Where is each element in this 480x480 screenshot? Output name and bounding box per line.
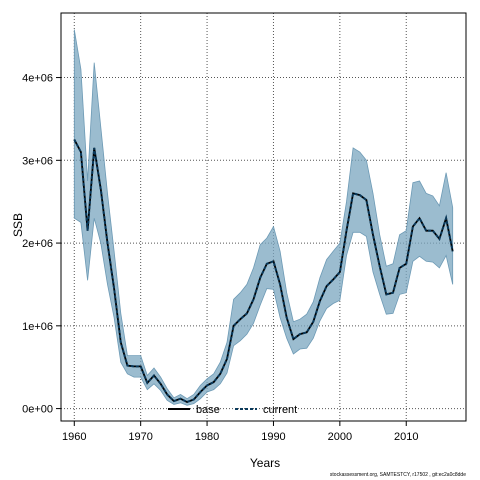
legend: base current (168, 404, 297, 416)
x-tick-label: 2000 (328, 431, 352, 443)
x-tick-label: 1960 (62, 431, 86, 443)
y-tick-label: 1e+06 (22, 321, 53, 333)
y-tick-label: 0e+00 (22, 404, 53, 416)
x-tick-label: 1980 (195, 431, 219, 443)
footnote: stockassessment.org, SAMTESTCY, r17502 ,… (330, 472, 466, 478)
x-axis-title: Years (250, 456, 280, 470)
plot-frame (60, 12, 467, 422)
y-tick-label: 2e+06 (22, 238, 53, 250)
y-tick-label: 3e+06 (22, 155, 53, 167)
series-line-current (73, 139, 454, 404)
confidence-band (73, 29, 454, 406)
x-tick-label: 2010 (394, 431, 418, 443)
legend-label-base: base (196, 404, 220, 416)
y-axis: 0e+00 1e+06 2e+06 3e+06 4e+06 (22, 73, 61, 416)
x-tick-label: 1970 (128, 431, 152, 443)
grid (61, 13, 466, 421)
legend-label-current: current (263, 404, 297, 416)
y-axis-title: SSB (11, 213, 25, 237)
y-tick-label: 4e+06 (22, 73, 53, 85)
x-tick-label: 1990 (261, 431, 285, 443)
x-axis: 1960 1970 1980 1990 2000 2010 (62, 421, 418, 443)
